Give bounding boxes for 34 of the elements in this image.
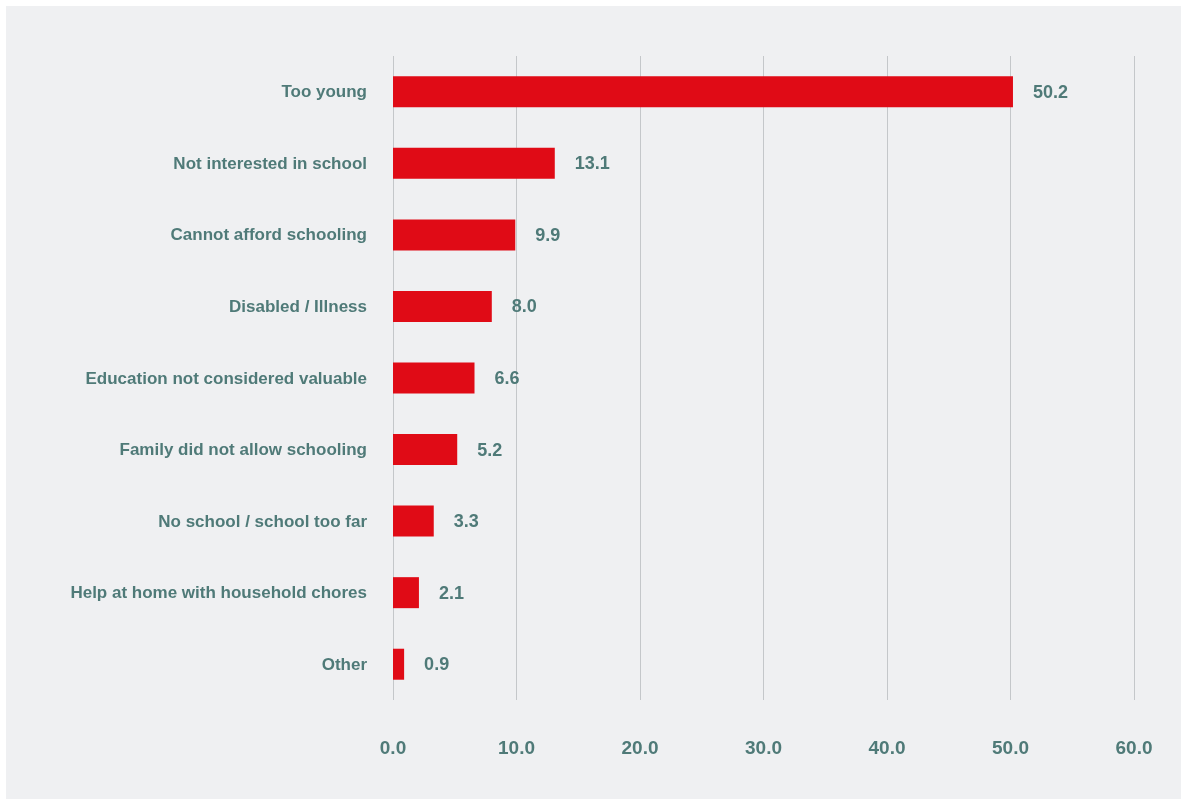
x-tick-label: 30.0	[745, 737, 782, 758]
y-tick-label: Help at home with household chores	[70, 583, 367, 603]
y-tick-label: Disabled / Illness	[229, 296, 367, 316]
y-tick-label: Other	[321, 654, 368, 674]
x-tick-label: 50.0	[992, 737, 1029, 758]
y-tick-label: Too young	[281, 82, 367, 102]
y-tick-label: Family did not allow schooling	[119, 440, 367, 460]
x-tick-label: 60.0	[1115, 737, 1153, 758]
data-label: 0.9	[424, 654, 450, 675]
data-label: 50.2	[1032, 81, 1069, 102]
data-label: 13.1	[574, 153, 610, 174]
x-tick-label: 10.0	[498, 737, 535, 758]
data-label: 9.9	[535, 224, 561, 245]
bar	[393, 434, 458, 466]
x-tick-label: 0.0	[379, 737, 407, 758]
bar	[393, 362, 475, 394]
bar	[393, 648, 405, 680]
bar	[393, 505, 434, 537]
y-tick-label: Cannot afford schooling	[170, 225, 367, 245]
data-label: 5.2	[477, 439, 503, 460]
data-label: 2.1	[438, 582, 464, 603]
bar	[393, 577, 419, 609]
y-tick-label: Education not considered valuable	[85, 368, 367, 388]
bar	[393, 219, 516, 251]
data-label: 6.6	[494, 368, 520, 388]
x-tick-label: 20.0	[621, 737, 659, 758]
y-tick-label: No school / school too far	[158, 511, 368, 531]
data-label: 8.0	[511, 296, 537, 317]
x-tick-label: 40.0	[868, 737, 906, 758]
bar	[393, 147, 555, 179]
bar	[393, 76, 1013, 108]
bar	[393, 290, 492, 322]
y-tick-label: Not interested in school	[173, 153, 367, 173]
data-label: 3.3	[453, 511, 479, 532]
